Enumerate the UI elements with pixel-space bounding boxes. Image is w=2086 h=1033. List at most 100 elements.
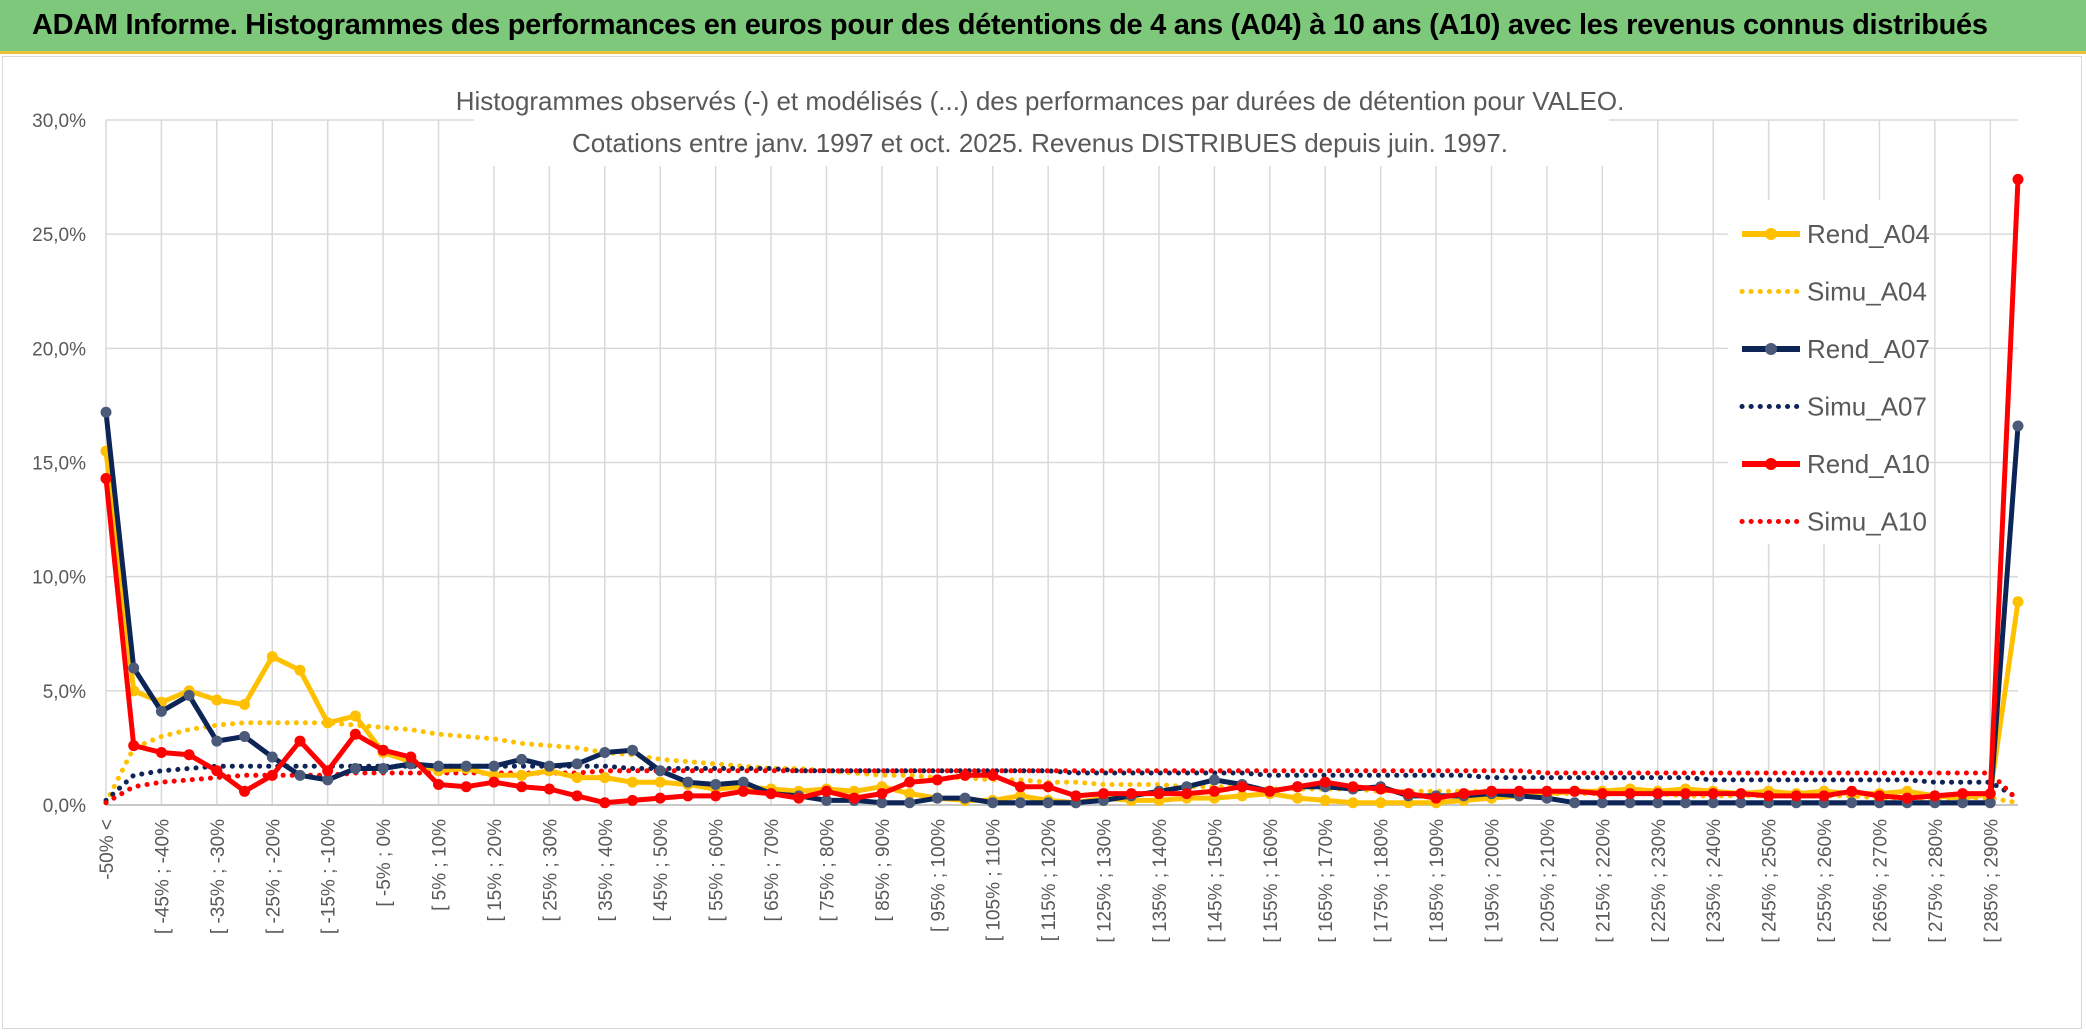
data-point-rend-a04 [1347,797,1359,809]
x-tick-label: [ -15% ; -10% [319,819,340,934]
data-point-rend-a10 [1818,790,1830,802]
x-tick-label: [ 85% ; 90% [873,819,894,922]
data-point-rend-a07 [571,758,583,770]
x-tick-label: [ 55% ; 60% [707,819,728,922]
data-point-rend-a10 [1236,781,1248,793]
x-tick-label: [ 155% ; 160% [1261,819,1282,943]
data-point-rend-a07 [322,774,334,786]
data-point-rend-a07 [682,776,694,788]
data-point-rend-a10 [543,783,555,795]
data-point-rend-a10 [1790,790,1802,802]
x-tick-label: [ 25% ; 30% [540,819,561,922]
data-point-rend-a07 [266,751,278,763]
data-point-rend-a07 [100,406,112,418]
x-tick-label: [ 5% ; 10% [430,819,451,911]
data-point-rend-a10 [1402,788,1414,800]
legend-background [1728,200,1926,544]
series-line-simu-a04 [103,720,2021,806]
data-point-rend-a10 [405,751,417,763]
data-point-rend-a04 [211,694,223,706]
data-point-rend-a10 [1098,788,1110,800]
y-tick-label: 5,0% [43,682,86,703]
legend: Rend_A04 Simu_A04 Rend_A07 Simu_A07 Rend_A10… [1728,200,1930,544]
y-tick-label: 20,0% [32,339,86,360]
data-point-rend-a10 [793,792,805,804]
legend-marker-rend-a07 [1765,343,1777,355]
legend-label-simu-a10: Simu_A10 [1807,507,1927,537]
data-point-rend-a07 [516,753,528,765]
data-point-rend-a07 [2012,420,2024,432]
x-tick-label: [ 235% ; 240% [1704,819,1725,943]
data-point-rend-a10 [1125,788,1137,800]
x-tick-label: -50% < [97,819,118,880]
data-point-rend-a04 [1236,790,1248,802]
data-point-rend-a07 [1042,797,1054,809]
data-point-rend-a04 [516,769,528,781]
y-tick-label: 25,0% [32,225,86,246]
data-point-rend-a10 [239,785,251,797]
x-tick-label: [ 35% ; 40% [596,819,617,922]
data-point-rend-a07 [349,762,361,774]
data-point-rend-a07 [876,797,888,809]
data-point-rend-a04 [599,772,611,784]
data-point-rend-a07 [987,797,999,809]
chart-frame [2,56,2082,1029]
data-point-rend-a07 [543,760,555,772]
data-point-rend-a10 [1347,781,1359,793]
data-point-rend-a10 [599,797,611,809]
data-point-rend-a07 [1569,797,1581,809]
x-tick-label: [ 255% ; 260% [1815,819,1836,943]
data-point-rend-a07 [1014,797,1026,809]
data-point-rend-a07 [433,760,445,772]
data-point-rend-a10 [183,749,195,761]
data-point-rend-a07 [1846,797,1858,809]
data-point-rend-a10 [1763,790,1775,802]
data-point-rend-a07 [211,735,223,747]
x-tick-label: [ 215% ; 220% [1593,819,1614,943]
data-point-rend-a10 [710,790,722,802]
data-point-rend-a10 [1596,788,1608,800]
data-point-rend-a07 [599,746,611,758]
data-point-rend-a07 [1984,797,1996,809]
data-point-rend-a10 [904,776,916,788]
x-tick-label: [ 75% ; 80% [817,819,838,922]
data-point-rend-a10 [1430,792,1442,804]
data-point-rend-a10 [1070,790,1082,802]
data-point-rend-a10 [349,728,361,740]
data-point-rend-a10 [266,769,278,781]
y-tick-label: 0,0% [43,796,86,817]
data-point-rend-a04 [1375,797,1387,809]
data-point-rend-a04 [294,664,306,676]
data-point-rend-a10 [1652,788,1664,800]
x-tick-label: [ 145% ; 150% [1205,819,1226,943]
data-point-rend-a10 [820,785,832,797]
x-tick-label: [ 65% ; 70% [762,819,783,922]
data-point-rend-a07 [460,760,472,772]
data-point-rend-a10 [516,781,528,793]
data-point-rend-a07 [239,731,251,742]
data-point-rend-a10 [1513,785,1525,797]
data-point-rend-a07 [904,797,916,809]
data-point-rend-a04 [654,776,666,788]
data-point-rend-a10 [294,735,306,747]
data-point-rend-a10 [876,788,888,800]
x-tick-label: [ -35% ; -30% [208,819,229,934]
y-tick-label: 30,0% [32,111,86,132]
data-point-rend-a10 [1042,781,1054,793]
data-point-rend-a10 [100,472,112,484]
legend-label-simu-a07: Simu_A07 [1807,392,1927,422]
x-tick-label: [ -25% ; -20% [263,819,284,934]
x-tick-label: [ 105% ; 110% [984,819,1005,941]
data-point-rend-a04 [239,699,251,711]
data-point-rend-a07 [1707,797,1719,809]
data-point-rend-a04 [128,685,140,697]
data-point-rend-a07 [959,792,971,804]
data-point-rend-a04 [322,717,334,729]
x-tick-label: [ 245% ; 250% [1760,819,1781,943]
chart-title: Histogrammes observés (-) et modélisés (… [456,86,1625,116]
data-point-rend-a07 [155,705,167,717]
data-point-rend-a10 [1375,783,1387,795]
series-line-rend-a07 [103,412,2021,806]
report-title: ADAM Informe. Histogrammes des performan… [32,9,1988,41]
